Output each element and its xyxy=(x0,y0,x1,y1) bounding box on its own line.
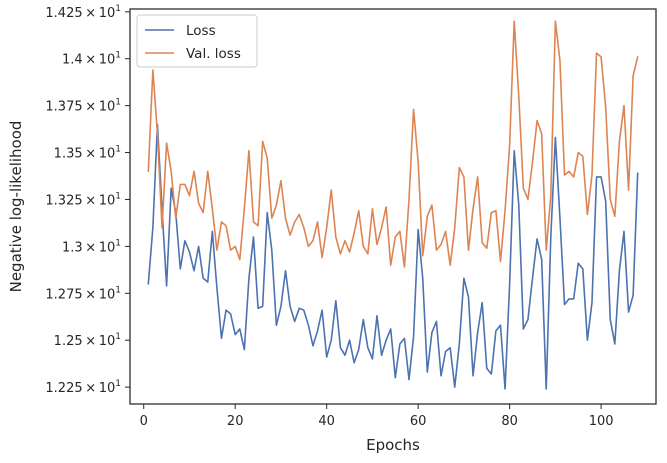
y-tick-base: 10 xyxy=(99,53,116,68)
x-tick-label: 80 xyxy=(501,414,518,429)
x-tick-label: 60 xyxy=(410,414,427,429)
y-tick-exponent: 1 xyxy=(115,98,121,108)
y-tick-mantissa: 1.375 xyxy=(45,100,82,115)
x-tick-label: 20 xyxy=(227,414,244,429)
y-tick-label: 1.35 × 101 xyxy=(54,145,121,162)
series-line-val-loss xyxy=(147,20,639,268)
y-tick-label: 1.225 × 101 xyxy=(45,379,121,396)
y-tick-base: 10 xyxy=(99,381,116,396)
y-tick-base: 10 xyxy=(99,6,116,21)
x-tick-label: 0 xyxy=(140,414,148,429)
y-tick-base: 10 xyxy=(99,287,116,302)
y-tick-times: × xyxy=(83,240,99,255)
x-axis-label: Epochs xyxy=(366,436,420,454)
y-tick-base: 10 xyxy=(99,147,116,162)
legend-frame xyxy=(136,14,258,68)
y-tick-mantissa: 1.4 xyxy=(62,53,83,68)
legend: Loss Val. loss xyxy=(136,14,258,68)
y-tick-label: 1.425 × 101 xyxy=(45,4,121,21)
y-tick-exponent: 1 xyxy=(115,379,121,389)
y-tick-base: 10 xyxy=(99,334,116,349)
y-tick-times: × xyxy=(83,287,99,302)
y-tick-mantissa: 1.35 xyxy=(54,147,83,162)
y-tick-label: 1.4 × 101 xyxy=(62,51,121,68)
legend-label-loss: Loss xyxy=(186,23,216,39)
y-tick-exponent: 1 xyxy=(115,238,121,248)
y-tick-mantissa: 1.425 xyxy=(45,6,82,21)
y-tick-label: 1.375 × 101 xyxy=(45,98,121,115)
y-tick-exponent: 1 xyxy=(115,145,121,155)
y-tick-base: 10 xyxy=(99,193,116,208)
y-tick-times: × xyxy=(83,53,99,68)
y-tick-exponent: 1 xyxy=(115,285,121,295)
y-tick-exponent: 1 xyxy=(115,332,121,342)
y-tick-base: 10 xyxy=(99,100,116,115)
y-tick-times: × xyxy=(83,334,99,349)
series-layer xyxy=(147,20,639,390)
y-tick-times: × xyxy=(83,147,99,162)
y-axis-label: Negative log-likelihood xyxy=(7,121,25,293)
y-tick-mantissa: 1.225 xyxy=(45,381,82,396)
y-tick-times: × xyxy=(83,381,99,396)
series-line-loss xyxy=(147,123,639,390)
y-tick-exponent: 1 xyxy=(115,4,121,14)
y-tick-mantissa: 1.3 xyxy=(62,240,83,255)
y-tick-label: 1.3 × 101 xyxy=(62,238,121,255)
x-tick-label: 100 xyxy=(589,414,614,429)
y-tick-mantissa: 1.275 xyxy=(45,287,82,302)
y-tick-label: 1.25 × 101 xyxy=(54,332,121,349)
y-tick-mantissa: 1.325 xyxy=(45,193,82,208)
y-tick-label: 1.275 × 101 xyxy=(45,285,121,302)
y-tick-exponent: 1 xyxy=(115,51,121,61)
y-tick-label: 1.325 × 101 xyxy=(45,191,121,208)
x-tick-label: 40 xyxy=(318,414,335,429)
legend-label-val-loss: Val. loss xyxy=(186,46,241,62)
y-tick-times: × xyxy=(83,100,99,115)
y-tick-times: × xyxy=(83,6,99,21)
y-tick-mantissa: 1.25 xyxy=(54,334,83,349)
plot-frame xyxy=(129,8,657,405)
y-tick-exponent: 1 xyxy=(115,191,121,201)
y-tick-base: 10 xyxy=(99,240,116,255)
y-tick-times: × xyxy=(83,193,99,208)
